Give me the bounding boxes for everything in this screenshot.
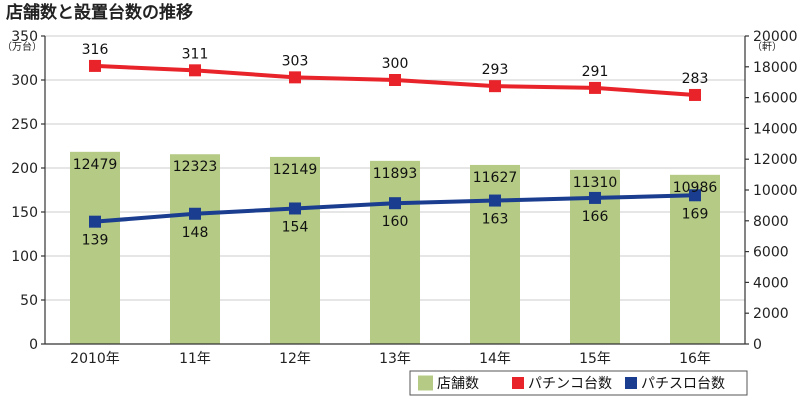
right-axis-unit: （軒） [752, 41, 782, 53]
pachinko-point [89, 59, 101, 72]
pachinko-point [589, 81, 601, 94]
legend-swatch-pachislot [625, 377, 637, 389]
legend-swatch-stores [418, 375, 433, 391]
left-tick-label: 150 [11, 205, 38, 221]
right-tick-label: 0 [753, 337, 762, 353]
left-axis-unit: （万台） [2, 40, 42, 53]
bar-series [70, 151, 720, 344]
bar [270, 156, 320, 344]
legend-swatch-pachinko [512, 377, 524, 389]
x-tick-label: 13年 [379, 351, 411, 367]
left-tick-label: 0 [29, 337, 38, 353]
legend-label: 店舗数 [437, 376, 479, 392]
right-tick-label: 6000 [753, 245, 789, 261]
pachislot-value-label: 160 [382, 214, 409, 230]
pachislot-point [489, 194, 501, 207]
pachinko-point [389, 74, 401, 86]
pachinko-value-label: 303 [282, 53, 309, 69]
right-tick-label: 4000 [753, 275, 789, 291]
right-tick-label: 12000 [753, 152, 798, 168]
pachislot-value-label: 166 [582, 209, 609, 225]
pachislot-point [589, 191, 601, 204]
legend-box [409, 370, 748, 396]
pachislot-point [89, 215, 101, 228]
bar-value-label: 11627 [473, 170, 518, 186]
right-tick-label: 14000 [753, 121, 798, 137]
pachinko-point [489, 80, 501, 93]
bar [170, 154, 220, 344]
pachinko-value-label: 316 [82, 42, 109, 58]
pachinko-value-label: 283 [682, 71, 709, 87]
x-tick-label: 16年 [679, 351, 711, 367]
right-tick-label: 2000 [753, 306, 789, 322]
bar-value-label: 11310 [573, 175, 618, 191]
legend-label: パチンコ台数 [528, 376, 612, 392]
line-series [89, 59, 701, 228]
bar-value-label: 11893 [373, 166, 418, 182]
pachislot-value-label: 148 [182, 225, 209, 241]
left-tick-label: 300 [11, 73, 38, 89]
pachinko-value-label: 311 [182, 46, 209, 62]
x-tick-label: 11年 [179, 351, 211, 367]
x-tick-label: 12年 [279, 351, 311, 367]
left-tick-label: 250 [11, 117, 38, 133]
x-tick-label: 2010年 [70, 351, 120, 367]
chart-title: 店舗数と設置台数の推移 [6, 2, 193, 23]
bar [70, 151, 120, 344]
right-tick-label: 18000 [753, 60, 798, 76]
right-tick-label: 10000 [753, 183, 798, 199]
data-labels: 12479 12323 12149 11893 11627 11310 10986 316 31… [73, 42, 718, 249]
right-tick-label: 16000 [753, 91, 798, 107]
pachinko-value-label: 291 [582, 64, 609, 80]
pachislot-point [289, 202, 301, 215]
right-tick-label: 8000 [753, 214, 789, 230]
pachislot-point [689, 189, 701, 202]
left-tick-label: 50 [20, 293, 38, 309]
bar [670, 174, 720, 344]
bar [470, 164, 520, 344]
pachinko-point [289, 71, 301, 84]
right-tick-label: 20000 [753, 29, 798, 45]
bar-value-label: 12149 [273, 162, 318, 178]
pachislot-value-label: 139 [82, 233, 109, 249]
pachinko-value-label: 293 [482, 62, 509, 78]
left-tick-label: 100 [11, 249, 38, 265]
left-tick-label: 200 [11, 161, 38, 177]
bar [370, 160, 420, 344]
x-tick-label: 14年 [479, 351, 511, 367]
left-tick-label: 350 [11, 29, 38, 45]
pachislot-point [389, 197, 401, 210]
bar-value-label: 12323 [173, 159, 218, 175]
pachislot-value-label: 163 [482, 212, 509, 228]
pachislot-point [189, 207, 201, 220]
axes: 0 50 100 150 200 250 300 350 0 2000 4000 6000 8000 10… [11, 29, 797, 367]
pachinko-point [189, 64, 201, 77]
x-tick-label: 15年 [579, 351, 611, 367]
pachislot-value-label: 154 [282, 219, 309, 235]
bar-value-label: 10986 [673, 180, 718, 196]
pachinko-point [689, 88, 701, 101]
legend: 店舗数 パチンコ台数 パチスロ台数 [409, 370, 748, 396]
legend-label: パチスロ台数 [641, 376, 725, 392]
bar-value-label: 12479 [73, 157, 118, 173]
pachinko-value-label: 300 [382, 56, 409, 72]
pachislot-value-label: 169 [682, 206, 709, 222]
